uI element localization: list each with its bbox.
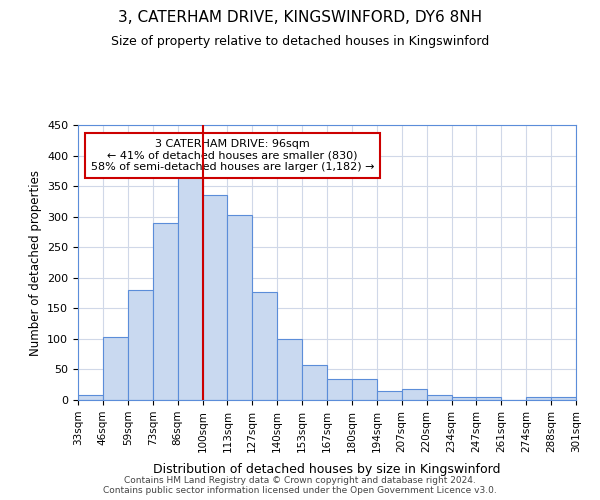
Bar (526, 397, 551, 400)
Text: 3, CATERHAM DRIVE, KINGSWINFORD, DY6 8NH: 3, CATERHAM DRIVE, KINGSWINFORD, DY6 8NH (118, 10, 482, 25)
Bar (327, 378, 352, 400)
Bar (476, 397, 502, 400)
Bar (352, 378, 377, 400)
Text: Size of property relative to detached houses in Kingswinford: Size of property relative to detached ho… (111, 35, 489, 48)
Bar (227, 215, 253, 400)
Bar (452, 397, 476, 400)
Bar (103, 337, 128, 400)
X-axis label: Distribution of detached houses by size in Kingswinford: Distribution of detached houses by size … (153, 463, 501, 476)
Bar (402, 389, 427, 400)
Bar (153, 223, 178, 400)
Bar (203, 196, 227, 400)
Bar (302, 364, 327, 400)
Bar (128, 290, 153, 400)
Bar (377, 391, 402, 400)
Bar (78, 395, 103, 400)
Text: 3 CATERHAM DRIVE: 96sqm
← 41% of detached houses are smaller (830)
58% of semi-d: 3 CATERHAM DRIVE: 96sqm ← 41% of detache… (91, 138, 374, 172)
Bar (551, 397, 576, 400)
Bar (253, 292, 277, 400)
Bar (178, 176, 203, 400)
Y-axis label: Number of detached properties: Number of detached properties (29, 170, 41, 356)
Text: Contains HM Land Registry data © Crown copyright and database right 2024.
Contai: Contains HM Land Registry data © Crown c… (103, 476, 497, 495)
Bar (277, 339, 302, 400)
Bar (427, 395, 452, 400)
